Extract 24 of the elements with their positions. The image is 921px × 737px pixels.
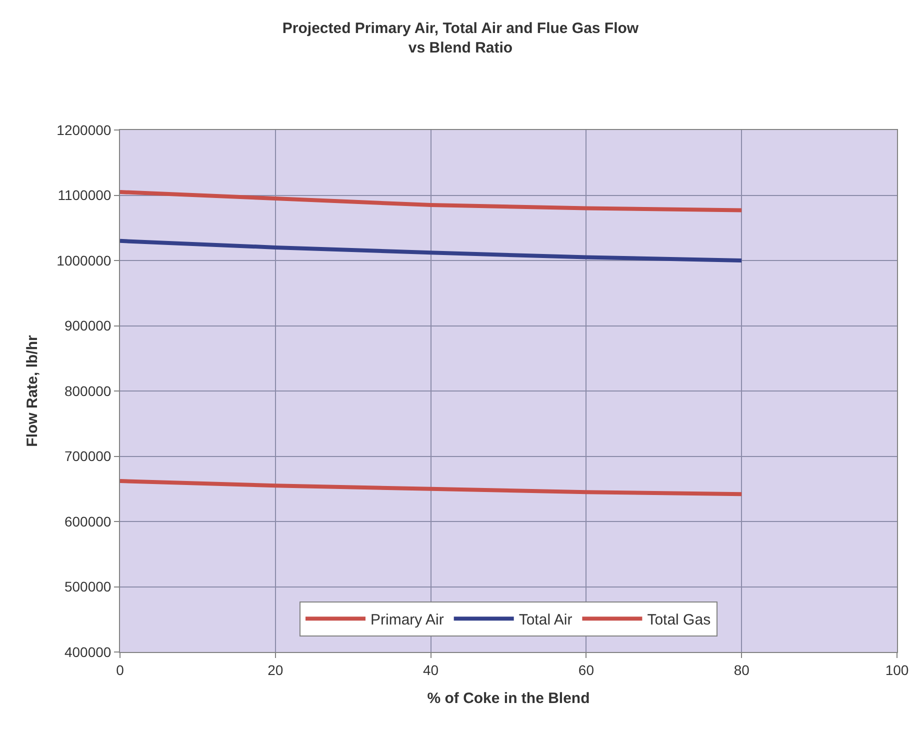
x-tick-label: 80 [734, 662, 750, 678]
x-tick-label: 100 [885, 662, 909, 678]
y-axis-title: Flow Rate, lb/hr [24, 335, 41, 447]
line-series [120, 238, 744, 262]
x-tick-label: 60 [578, 662, 594, 678]
y-tick-label: 1100000 [58, 187, 112, 204]
y-tick-label: 1200000 [56, 122, 112, 138]
y-tick-label: 800000 [64, 382, 112, 399]
line-series [120, 479, 744, 496]
x-tick-label: 0 [116, 662, 124, 678]
y-tick-label: 500000 [64, 578, 112, 595]
x-axis-title: % of Coke in the Blend [427, 690, 590, 707]
x-tick-label: 40 [423, 662, 439, 678]
y-tick-label: 900000 [64, 318, 112, 334]
legend-label: Total Air [518, 611, 572, 628]
y-tick-label: 600000 [64, 513, 112, 530]
legend-label: Total Gas [647, 611, 711, 628]
legend-label: Primary Air [370, 611, 444, 628]
y-tick-label: 400000 [64, 644, 112, 660]
y-tick-label: 1000000 [56, 252, 112, 268]
y-tick-label: 700000 [64, 448, 112, 464]
line-series [120, 190, 744, 212]
chart-title: Projected Primary Air, Total Air and Flue Gas Flow vs Blend Ratio [282, 20, 639, 57]
x-tick-label: 20 [268, 662, 284, 678]
